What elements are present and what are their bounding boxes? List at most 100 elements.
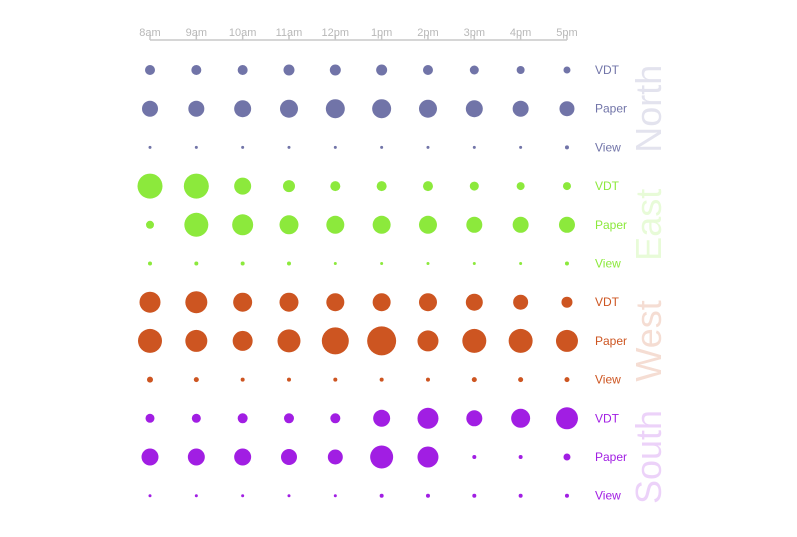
bubble-east-vdt: [137, 173, 163, 199]
bubble-west-vdt: [279, 292, 299, 312]
series-label: View: [595, 373, 621, 387]
x-tick-label: 3pm: [464, 27, 485, 39]
bubble-north-paper: [512, 100, 529, 117]
bubble-south-vdt: [417, 407, 439, 429]
bubble-west-paper: [508, 328, 533, 353]
bubble-north-vdt: [191, 65, 202, 75]
bubble-west-paper: [321, 327, 349, 355]
bubble-east-vdt: [282, 180, 295, 193]
bubble-east-view: [519, 262, 523, 265]
bubble-south-view: [518, 493, 523, 498]
bubble-south-view: [194, 494, 198, 498]
bubble-south-paper: [563, 453, 571, 461]
series-label: VDT: [595, 179, 620, 193]
bubble-east-paper: [512, 216, 529, 233]
bubble-east-paper: [372, 215, 391, 234]
bubble-north-view: [241, 145, 245, 149]
bubble-north-vdt: [376, 64, 388, 76]
bubble-south-vdt: [555, 407, 578, 430]
bubble-west-vdt: [185, 291, 208, 314]
bubble-east-paper: [232, 214, 254, 236]
bubble-south-vdt: [330, 413, 341, 424]
bubble-north-vdt: [516, 66, 525, 74]
bubble-south-vdt: [466, 410, 483, 427]
bubble-east-vdt: [469, 181, 479, 191]
bubble-north-paper: [279, 99, 298, 118]
bubble-east-view: [286, 261, 291, 266]
bubble-north-view: [472, 145, 476, 149]
bubble-south-paper: [370, 445, 394, 469]
bubble-east-view: [333, 262, 337, 265]
bubble-east-view: [564, 261, 569, 266]
bubble-west-vdt: [561, 296, 573, 308]
bubble-east-paper: [146, 220, 154, 229]
bubble-east-paper: [184, 212, 209, 237]
series-label: Paper: [595, 218, 627, 232]
bubble-west-view: [333, 377, 338, 382]
bubble-south-paper: [472, 455, 477, 459]
bubble-west-paper: [232, 330, 253, 351]
series-label: Paper: [595, 334, 627, 348]
bubble-west-view: [240, 377, 245, 382]
series-label: Paper: [595, 450, 627, 464]
series-label: Paper: [595, 102, 627, 116]
bubble-north-paper: [465, 100, 483, 118]
bubble-west-view: [471, 377, 477, 383]
x-tick-label: 4pm: [510, 27, 531, 39]
group-label: North: [628, 65, 669, 153]
bubble-south-vdt: [191, 413, 201, 423]
group-label: East: [628, 189, 669, 261]
bubble-west-vdt: [139, 291, 161, 313]
bubble-north-vdt: [422, 65, 433, 75]
bubble-west-view: [518, 377, 524, 383]
bubble-west-view: [564, 377, 570, 383]
bubble-south-vdt: [145, 413, 155, 423]
bubble-east-vdt: [234, 177, 252, 195]
bubble-south-view: [425, 493, 430, 498]
series-label: VDT: [595, 63, 620, 77]
bubble-west-view: [379, 377, 384, 382]
bubble-south-paper: [141, 448, 159, 466]
bubble-north-view: [426, 145, 430, 149]
bubble-south-view: [287, 494, 291, 498]
bubble-east-vdt: [330, 181, 341, 192]
x-tick-label: 2pm: [417, 27, 438, 39]
bubble-north-paper: [142, 100, 158, 117]
bubble-west-vdt: [326, 293, 345, 312]
bubble-west-paper: [185, 329, 208, 352]
bubble-east-view: [472, 262, 476, 265]
bubble-west-paper: [462, 328, 487, 353]
bubble-north-paper: [234, 100, 252, 118]
bubble-west-paper: [555, 329, 578, 352]
bubble-east-view: [194, 261, 199, 266]
bubble-south-paper: [327, 449, 343, 465]
bubble-south-view: [379, 493, 384, 498]
series-label: View: [595, 257, 621, 271]
bubble-south-paper: [187, 448, 205, 466]
bubble-south-view: [333, 494, 337, 498]
bubble-east-vdt: [516, 182, 525, 191]
bubble-north-vdt: [237, 65, 248, 75]
bubble-west-paper: [138, 328, 162, 353]
bubble-west-paper: [367, 326, 397, 356]
bubble-south-paper: [518, 455, 523, 459]
bubble-west-vdt: [233, 292, 253, 312]
bubble-west-paper: [277, 329, 301, 353]
bubble-east-view: [426, 262, 430, 265]
bubble-west-view: [147, 376, 153, 383]
bubble-south-vdt: [373, 409, 391, 427]
bubble-west-view: [193, 377, 199, 383]
bubble-south-view: [148, 494, 152, 498]
bubble-south-paper: [417, 446, 439, 468]
bubble-east-paper: [326, 215, 345, 234]
x-tick-label: 10am: [229, 27, 257, 39]
bubble-south-vdt: [511, 408, 531, 428]
bubble-east-paper: [558, 216, 575, 233]
bubble-west-view: [425, 377, 430, 382]
bubble-east-vdt: [562, 182, 571, 191]
bubble-south-paper: [234, 448, 252, 466]
series-label: VDT: [595, 411, 620, 425]
bubble-north-view: [287, 145, 291, 149]
bubble-south-vdt: [283, 413, 294, 424]
